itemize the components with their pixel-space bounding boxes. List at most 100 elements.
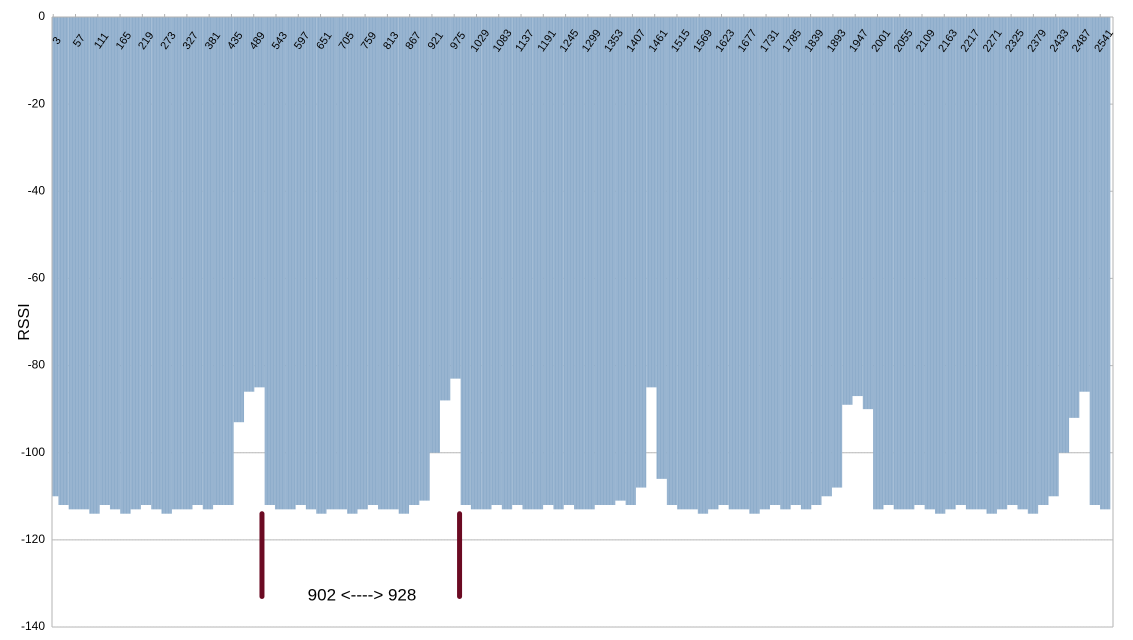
bar [285,17,296,510]
bar [347,17,358,514]
bar [635,17,647,488]
bar [481,17,492,510]
bar [450,17,461,379]
bar [388,17,399,510]
bar [244,17,255,392]
bar [543,17,554,505]
bar [52,17,59,497]
bar [1079,17,1090,392]
bar [965,17,977,510]
bar [151,17,162,510]
bar [398,17,410,514]
bar [130,17,141,510]
bar [594,17,605,505]
bar [1017,17,1028,510]
bar [1038,17,1049,505]
bar [305,17,317,510]
bar [182,17,193,510]
bar [883,17,894,505]
x-tick-label: 57 [71,32,88,49]
bar [893,17,905,510]
bar [1048,17,1059,497]
bar [584,17,595,510]
bar [213,17,224,505]
bar [862,17,874,410]
bar [439,17,451,401]
bar [749,17,760,514]
y-tick-label: -120 [21,532,45,546]
bar [553,17,564,510]
bar [295,17,306,505]
bar [223,17,234,505]
bar [615,17,626,501]
bar [512,17,523,505]
bar [996,17,1008,510]
y-tick-label: -80 [28,358,46,372]
bar [759,17,770,510]
annotation: 902 <----> 928 [308,585,417,604]
bar [646,17,657,388]
bar [800,17,812,510]
x-tick-label: 3 [50,35,63,47]
bar [254,17,265,388]
bar [79,17,90,510]
bar [604,17,616,505]
bar [429,17,440,453]
bar [625,17,636,505]
bar [171,17,183,510]
bar [109,17,121,510]
bar [409,17,420,505]
bar [708,17,719,510]
bar [976,17,987,510]
y-axis-label: RSSI [16,303,33,340]
bar [1058,17,1070,453]
bar [986,17,997,514]
bar [677,17,688,510]
bar [780,17,791,510]
bar [718,17,729,505]
bar [491,17,502,505]
bar [233,17,245,423]
y-tick-label: -20 [28,96,46,110]
bar [367,17,379,505]
bar [656,17,667,479]
bar [821,17,832,497]
bar [522,17,533,510]
bar [532,17,544,510]
bar [419,17,430,501]
bar [666,17,678,505]
bar [739,17,750,510]
bar [326,17,337,510]
bar [1007,17,1018,505]
bar [842,17,853,405]
bar [1027,17,1039,514]
bar [697,17,709,514]
bar [1069,17,1080,418]
bar [68,17,80,510]
bar [378,17,389,510]
bar [904,17,915,510]
bar [264,17,275,505]
y-tick-label: 0 [38,9,45,23]
bar [687,17,698,510]
bar [192,17,203,505]
bar [89,17,100,514]
bar [769,17,781,505]
y-tick-label: -40 [28,183,46,197]
bar [460,17,471,505]
bar [140,17,152,505]
bar [161,17,172,514]
bar [58,17,69,505]
bar [728,17,740,510]
bar [914,17,925,505]
bar [1089,17,1101,505]
bar [99,17,110,505]
bar [945,17,956,510]
bar [563,17,575,505]
bar [202,17,214,510]
bar [831,17,843,488]
bar [316,17,327,514]
y-tick-label: -140 [21,619,45,633]
